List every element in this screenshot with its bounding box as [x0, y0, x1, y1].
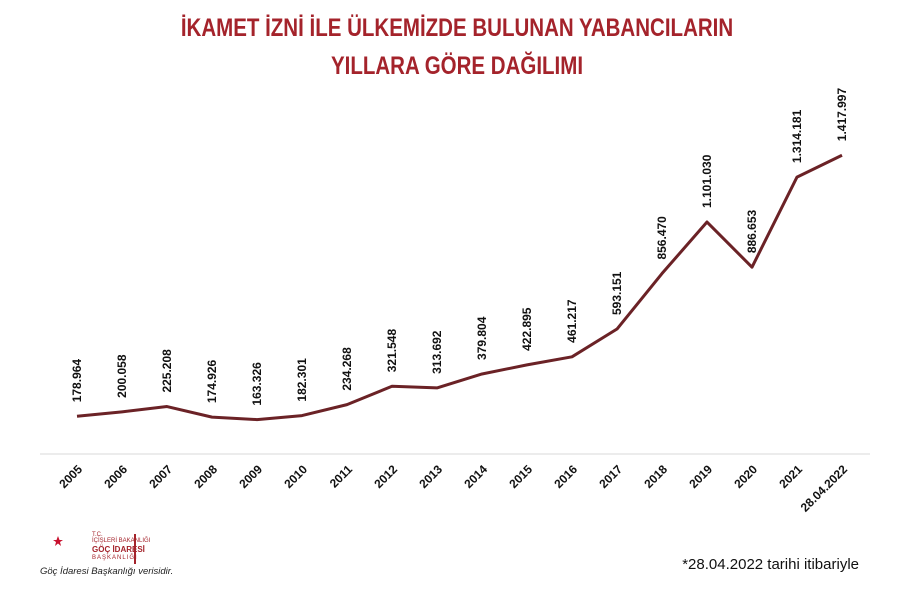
- chart-title: İKAMET İZNİ İLE ÜLKEMİZDE BULUNAN YABANC…: [180, 14, 734, 42]
- x-tick-label: 2018: [641, 462, 670, 491]
- chart-subtitle: YILLARA GÖRE DAĞILIMI: [330, 52, 584, 80]
- data-label: 163.326: [250, 362, 264, 406]
- data-label: 234.268: [340, 347, 354, 391]
- x-tick-label: 2008: [191, 462, 220, 491]
- x-tick-label: 2012: [371, 462, 400, 491]
- data-label: 461.217: [565, 299, 579, 343]
- goc-idaresi-logo: [53, 534, 136, 564]
- x-tick-label: 2013: [416, 462, 445, 491]
- data-label: 422.895: [520, 307, 534, 351]
- data-label: 379.804: [475, 316, 489, 360]
- data-label: 886.653: [745, 209, 759, 253]
- x-tick-label: 2009: [236, 462, 265, 491]
- data-label: 225.208: [160, 349, 174, 393]
- x-tick-label: 28.04.2022: [798, 462, 851, 515]
- data-label: 1.314.181: [790, 109, 804, 163]
- data-label: 856.470: [655, 216, 669, 260]
- x-tick-label: 2006: [101, 462, 130, 491]
- data-label: 1.417.997: [835, 88, 849, 142]
- x-tick-label: 2017: [596, 462, 625, 491]
- logo-text: GÖÇ İDARESİ: [92, 545, 145, 554]
- x-tick-label: 2020: [731, 462, 760, 491]
- data-label: 174.926: [205, 359, 219, 403]
- x-tick-label: 2016: [551, 462, 580, 491]
- series-line: [76, 153, 843, 422]
- x-tick-label: 2019: [686, 462, 715, 491]
- logo-text: BAŞKANLIĞI: [92, 555, 138, 561]
- data-label: 321.548: [385, 329, 399, 373]
- data-label: 178.964: [70, 359, 84, 403]
- data-label: 200.058: [115, 354, 129, 398]
- logo-text: İÇİŞLERİ BAKANLIĞI: [92, 538, 151, 544]
- x-tick-label: 2015: [506, 462, 535, 491]
- x-tick-label: 2010: [281, 462, 310, 491]
- data-label: 1.101.030: [700, 154, 714, 208]
- data-label: 182.301: [295, 358, 309, 402]
- x-tick-label: 2011: [327, 462, 356, 491]
- source-note: Göç İdaresi Başkanlığı verisidir.: [40, 566, 174, 577]
- x-tick-label: 2007: [146, 462, 175, 491]
- x-tick-label: 2021: [776, 462, 805, 491]
- x-tick-label: 2014: [461, 462, 490, 491]
- data-label: 593.151: [610, 271, 624, 315]
- logo-text: T.C.: [92, 532, 103, 538]
- x-tick-label: 2005: [56, 462, 85, 491]
- date-footnote: *28.04.2022 tarihi itibariyle: [682, 556, 859, 573]
- data-label: 313.692: [430, 330, 444, 374]
